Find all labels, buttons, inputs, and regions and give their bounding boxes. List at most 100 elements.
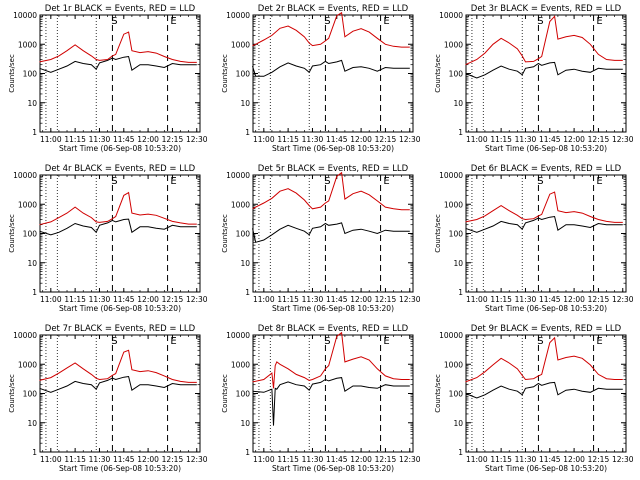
plot-frame bbox=[39, 14, 201, 133]
x-tick-label: 12:15 bbox=[375, 455, 397, 464]
y-tick-label: 100 bbox=[449, 230, 464, 239]
chart-panel-5: Det 5r BLACK = Events, RED = LLD 1 10 100 10… bbox=[221, 164, 421, 313]
x-tick-label: 12:30 bbox=[186, 295, 208, 304]
x-tick-label: 12:30 bbox=[612, 295, 634, 304]
x-tick-label: 12:15 bbox=[588, 295, 610, 304]
series-line-lld bbox=[465, 336, 623, 383]
y-tick-label: 1 bbox=[245, 448, 250, 457]
x-tick-label: 11:45 bbox=[539, 135, 561, 144]
series-line-events bbox=[252, 59, 410, 77]
x-tick-label: 12:15 bbox=[588, 455, 610, 464]
series-line-events bbox=[39, 218, 197, 236]
y-tick-label: 100 bbox=[449, 70, 464, 79]
x-axis-label: Start Time (06-Sep-08 10:53:20) bbox=[272, 144, 394, 153]
x-tick-label: 11:30 bbox=[515, 135, 537, 144]
series-line-lld bbox=[39, 31, 197, 63]
x-tick-label: 11:15 bbox=[64, 295, 86, 304]
x-tick-label: 12:00 bbox=[563, 135, 585, 144]
y-tick-label: 1000 bbox=[231, 200, 250, 209]
y-axis-label: Counts/sec bbox=[8, 374, 16, 413]
x-tick-label: 11:00 bbox=[40, 455, 62, 464]
x-tick-label: 11:15 bbox=[277, 455, 299, 464]
y-tick-label: 1000 bbox=[444, 360, 463, 369]
end-marker-label: E bbox=[383, 336, 389, 347]
y-tick-label: 1 bbox=[458, 448, 463, 457]
x-tick-label: 11:00 bbox=[253, 135, 275, 144]
y-tick-label: 10 bbox=[453, 259, 463, 268]
chart-title: Det 4r BLACK = Events, RED = LLD bbox=[45, 164, 196, 174]
y-tick-label: 10000 bbox=[439, 331, 463, 340]
y-tick-label: 100 bbox=[236, 230, 251, 239]
y-tick-label: 1000 bbox=[18, 40, 37, 49]
x-axis-label: Start Time (06-Sep-08 10:53:20) bbox=[272, 304, 394, 313]
y-tick-label: 100 bbox=[23, 230, 38, 239]
y-tick-label: 10000 bbox=[439, 171, 463, 180]
x-tick-label: 11:15 bbox=[64, 135, 86, 144]
start-marker-label: S bbox=[111, 336, 117, 347]
x-tick-label: 11:15 bbox=[490, 295, 512, 304]
chart-title: Det 6r BLACK = Events, RED = LLD bbox=[471, 164, 622, 174]
y-tick-label: 10000 bbox=[13, 171, 37, 180]
chart-title: Det 3r BLACK = Events, RED = LLD bbox=[471, 4, 622, 14]
chart-panel-4: Det 4r BLACK = Events, RED = LLD 1 10 100 10… bbox=[8, 164, 208, 313]
chart-title: Det 9r BLACK = Events, RED = LLD bbox=[471, 324, 622, 334]
plot-frame bbox=[39, 174, 201, 293]
x-tick-label: 12:30 bbox=[186, 455, 208, 464]
start-marker-label: S bbox=[537, 16, 543, 27]
y-tick-label: 1 bbox=[245, 288, 250, 297]
x-tick-label: 12:00 bbox=[563, 295, 585, 304]
start-marker-label: S bbox=[324, 16, 330, 27]
plot-frame bbox=[39, 334, 201, 453]
x-axis-label: Start Time (06-Sep-08 10:53:20) bbox=[485, 464, 607, 473]
series-line-events bbox=[39, 375, 197, 393]
x-tick-label: 11:45 bbox=[326, 135, 348, 144]
x-tick-label: 11:00 bbox=[253, 295, 275, 304]
y-tick-label: 10 bbox=[27, 259, 37, 268]
start-marker-label: S bbox=[111, 176, 117, 187]
x-axis-label: Start Time (06-Sep-08 10:53:20) bbox=[59, 304, 181, 313]
x-tick-label: 11:15 bbox=[490, 455, 512, 464]
x-axis-label: Start Time (06-Sep-08 10:53:20) bbox=[59, 144, 181, 153]
x-tick-label: 12:00 bbox=[137, 295, 159, 304]
chart-title: Det 8r BLACK = Events, RED = LLD bbox=[258, 324, 409, 334]
series-line-lld bbox=[39, 191, 197, 226]
end-marker-label: E bbox=[383, 16, 389, 27]
y-axis-label: Counts/sec bbox=[221, 214, 229, 253]
x-tick-label: 12:15 bbox=[375, 135, 397, 144]
y-axis-label: Counts/sec bbox=[8, 54, 16, 93]
y-tick-label: 10 bbox=[27, 99, 37, 108]
x-tick-label: 11:30 bbox=[515, 295, 537, 304]
end-marker-label: E bbox=[170, 336, 176, 347]
chart-title: Det 1r BLACK = Events, RED = LLD bbox=[45, 4, 196, 14]
y-tick-label: 1000 bbox=[231, 360, 250, 369]
x-tick-label: 11:45 bbox=[539, 295, 561, 304]
end-marker-label: E bbox=[596, 16, 602, 27]
x-tick-label: 12:15 bbox=[588, 135, 610, 144]
x-tick-label: 11:15 bbox=[277, 135, 299, 144]
y-tick-label: 10 bbox=[240, 99, 250, 108]
x-tick-label: 11:15 bbox=[64, 455, 86, 464]
x-tick-label: 11:45 bbox=[326, 455, 348, 464]
end-marker-label: E bbox=[170, 176, 176, 187]
series-line-lld bbox=[465, 15, 623, 66]
y-tick-label: 10000 bbox=[226, 171, 250, 180]
y-axis-label: Counts/sec bbox=[434, 214, 442, 253]
x-tick-label: 11:45 bbox=[113, 455, 135, 464]
x-tick-label: 11:15 bbox=[490, 135, 512, 144]
x-tick-label: 11:45 bbox=[113, 135, 135, 144]
y-tick-label: 10 bbox=[240, 259, 250, 268]
x-tick-label: 11:00 bbox=[40, 135, 62, 144]
end-marker-label: E bbox=[596, 336, 602, 347]
start-marker-label: S bbox=[537, 176, 543, 187]
x-tick-label: 12:15 bbox=[162, 295, 184, 304]
x-tick-label: 12:00 bbox=[350, 455, 372, 464]
series-line-lld bbox=[252, 331, 410, 389]
series-line-events bbox=[252, 377, 410, 426]
chart-title: Det 7r BLACK = Events, RED = LLD bbox=[45, 324, 196, 334]
x-tick-label: 12:15 bbox=[162, 135, 184, 144]
x-tick-label: 11:30 bbox=[302, 295, 324, 304]
series-line-lld bbox=[465, 191, 623, 223]
x-tick-label: 11:30 bbox=[89, 295, 111, 304]
start-marker-label: S bbox=[111, 16, 117, 27]
x-tick-label: 11:45 bbox=[326, 295, 348, 304]
